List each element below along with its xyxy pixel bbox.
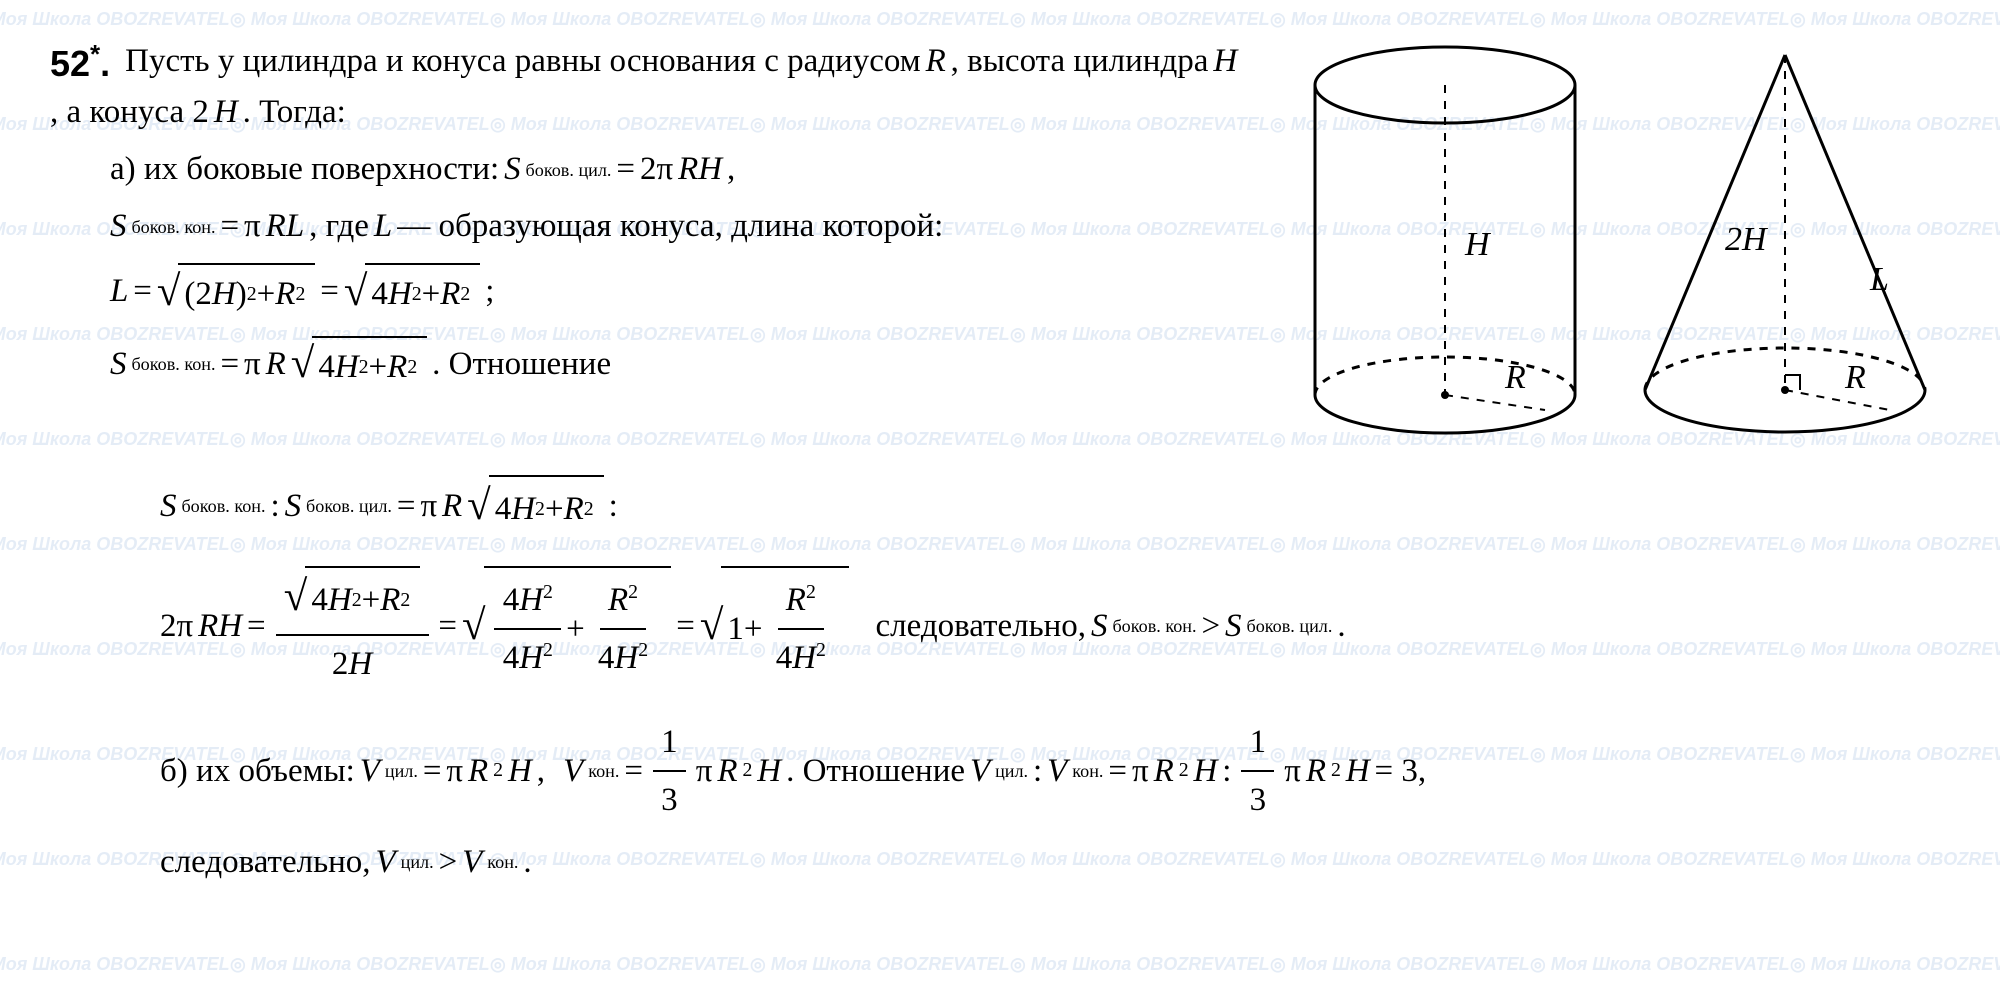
semi: ; bbox=[485, 266, 494, 317]
S3: S bbox=[110, 339, 127, 390]
sqrt2: 4H2 + R2 bbox=[344, 259, 480, 326]
var-R: R bbox=[926, 36, 946, 87]
eq3t: = 3, bbox=[1375, 743, 1427, 799]
comma1: , bbox=[727, 144, 735, 195]
svg-text:L: L bbox=[1869, 261, 1889, 298]
part-b: б) их объемы: bbox=[160, 743, 355, 799]
twopi: 2π bbox=[640, 144, 673, 195]
sub2: боков. кон. bbox=[131, 213, 215, 241]
eq3b: = bbox=[320, 266, 339, 317]
intro-1c: , а конуса 2 bbox=[50, 87, 209, 138]
intro-1b: , высота цилиндра bbox=[951, 36, 1209, 87]
intro-1: Пусть у цилиндра и конуса равны основани… bbox=[125, 36, 921, 87]
svg-text:R: R bbox=[1844, 359, 1866, 396]
sub1: боков. цил. bbox=[526, 156, 612, 184]
colon1: : bbox=[270, 478, 279, 534]
star: * bbox=[90, 39, 100, 69]
frac-third: 13 bbox=[653, 714, 686, 828]
gde: , где bbox=[309, 201, 369, 252]
pi1: π bbox=[244, 201, 261, 252]
eq4: = bbox=[220, 339, 239, 390]
var-H2: H bbox=[214, 87, 238, 138]
eq3a: = bbox=[133, 266, 152, 317]
RL: RL bbox=[266, 201, 305, 252]
otn2: . Отношение bbox=[786, 743, 965, 799]
svg-text:H: H bbox=[1464, 226, 1492, 263]
sub3: боков. кон. bbox=[131, 350, 215, 378]
sqrt6: 1 + R24H2 bbox=[700, 566, 849, 686]
sqrt5: 4H24H2 + R24H2 bbox=[462, 566, 671, 686]
intro-1d: . Тогда: bbox=[243, 87, 346, 138]
otn: . Отношение bbox=[432, 339, 611, 390]
L2: L bbox=[110, 266, 128, 317]
S2: S bbox=[110, 201, 127, 252]
op: ( bbox=[184, 269, 195, 320]
part-a: а) их боковые поверхности: bbox=[110, 144, 499, 195]
cylinder-figure: H R bbox=[1300, 40, 1590, 440]
cl: ) bbox=[236, 269, 247, 320]
sqrt3: 4H2 + R2 bbox=[291, 331, 427, 398]
gde2: — образующая конуса, длина которой: bbox=[397, 201, 943, 252]
S1: S bbox=[504, 144, 521, 195]
RH1: RH bbox=[678, 144, 722, 195]
cone-figure: 2H L R bbox=[1630, 40, 1940, 440]
S4: S bbox=[160, 478, 177, 534]
svg-text:R: R bbox=[1504, 359, 1526, 396]
sqrt1: (2H)2 + R2 bbox=[157, 259, 315, 326]
sled2: следовательно, bbox=[160, 834, 371, 890]
frac1: 4H2 + R2 2H bbox=[276, 561, 429, 692]
eq2: = bbox=[220, 201, 239, 252]
sled1: следовательно, bbox=[876, 598, 1087, 654]
L1: L bbox=[374, 201, 392, 252]
S5: S bbox=[285, 478, 302, 534]
sqrt4: 4H2 + R2 bbox=[467, 470, 603, 543]
svg-text:2H: 2H bbox=[1725, 221, 1769, 258]
problem-number: 52 bbox=[50, 43, 90, 84]
var-H: H bbox=[1213, 36, 1237, 87]
eq1: = bbox=[616, 144, 635, 195]
